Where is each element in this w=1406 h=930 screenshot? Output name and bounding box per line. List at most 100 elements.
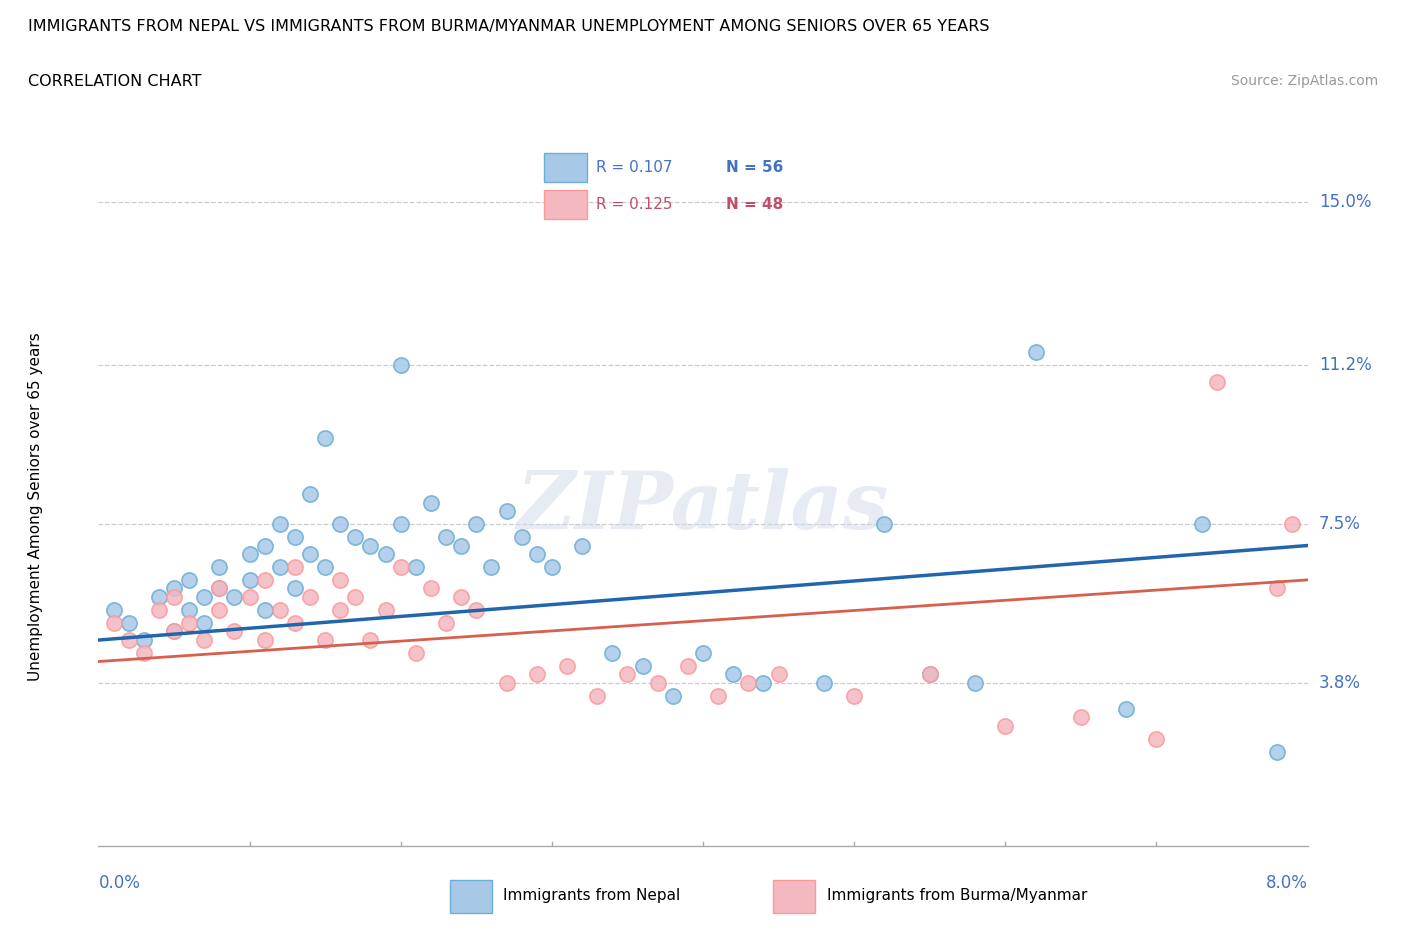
Point — [918, 667, 941, 682]
Point — [692, 645, 714, 660]
Point — [132, 632, 155, 647]
Text: R = 0.125: R = 0.125 — [596, 197, 672, 212]
Point — [918, 667, 941, 682]
Text: Immigrants from Nepal: Immigrants from Nepal — [503, 887, 681, 903]
Point — [148, 590, 170, 604]
Point — [602, 645, 624, 660]
Point — [118, 632, 141, 647]
Point — [389, 358, 412, 373]
Point — [1265, 744, 1288, 759]
Point — [193, 632, 215, 647]
Point — [284, 581, 307, 596]
Point — [329, 516, 352, 531]
Text: CORRELATION CHART: CORRELATION CHART — [28, 74, 201, 89]
Point — [555, 658, 578, 673]
Point — [479, 560, 503, 575]
Point — [510, 529, 533, 544]
Text: 8.0%: 8.0% — [1265, 874, 1308, 892]
Point — [253, 603, 276, 618]
Point — [163, 581, 186, 596]
Point — [118, 616, 141, 631]
Point — [873, 516, 896, 531]
Point — [419, 495, 441, 510]
Point — [329, 573, 352, 588]
Point — [752, 675, 775, 690]
Point — [314, 560, 336, 575]
Point — [450, 590, 472, 604]
Point — [768, 667, 790, 682]
Point — [419, 581, 441, 596]
Point — [329, 603, 352, 618]
Point — [208, 603, 231, 618]
Point — [179, 616, 201, 631]
Point — [179, 603, 201, 618]
Point — [389, 560, 412, 575]
Point — [284, 529, 307, 544]
Point — [179, 573, 201, 588]
Point — [1024, 345, 1046, 360]
Text: 7.5%: 7.5% — [1319, 515, 1361, 533]
Text: IMMIGRANTS FROM NEPAL VS IMMIGRANTS FROM BURMA/MYANMAR UNEMPLOYMENT AMONG SENIOR: IMMIGRANTS FROM NEPAL VS IMMIGRANTS FROM… — [28, 19, 990, 33]
Point — [253, 573, 276, 588]
Point — [239, 590, 262, 604]
Point — [163, 624, 186, 639]
Point — [193, 590, 215, 604]
Point — [208, 581, 231, 596]
Text: 0.0%: 0.0% — [98, 874, 141, 892]
Point — [571, 538, 593, 553]
Text: Source: ZipAtlas.com: Source: ZipAtlas.com — [1230, 74, 1378, 88]
Point — [844, 688, 866, 703]
Point — [284, 616, 307, 631]
Point — [1144, 731, 1167, 746]
Point — [224, 624, 246, 639]
Point — [1115, 701, 1137, 716]
Point — [540, 560, 562, 575]
Point — [526, 547, 548, 562]
Point — [723, 667, 745, 682]
FancyBboxPatch shape — [544, 191, 586, 219]
Point — [616, 667, 638, 682]
Point — [103, 603, 125, 618]
Point — [1205, 375, 1229, 390]
Point — [676, 658, 699, 673]
Point — [495, 675, 517, 690]
Point — [1191, 516, 1213, 531]
Point — [284, 560, 307, 575]
Point — [1265, 581, 1288, 596]
Point — [299, 590, 322, 604]
Text: 11.2%: 11.2% — [1319, 356, 1371, 374]
Text: 15.0%: 15.0% — [1319, 193, 1371, 211]
Point — [707, 688, 730, 703]
Point — [269, 603, 291, 618]
Point — [661, 688, 683, 703]
Point — [269, 560, 291, 575]
Point — [253, 538, 276, 553]
Point — [344, 529, 367, 544]
Text: Unemployment Among Seniors over 65 years: Unemployment Among Seniors over 65 years — [28, 333, 44, 682]
Point — [163, 590, 186, 604]
Point — [405, 645, 427, 660]
Point — [163, 624, 186, 639]
Point — [737, 675, 759, 690]
Point — [1281, 516, 1303, 531]
Point — [586, 688, 609, 703]
Point — [813, 675, 835, 690]
Point — [208, 560, 231, 575]
Point — [374, 603, 396, 618]
Text: R = 0.107: R = 0.107 — [596, 160, 672, 175]
Point — [239, 573, 262, 588]
Point — [148, 603, 170, 618]
Text: Immigrants from Burma/Myanmar: Immigrants from Burma/Myanmar — [827, 887, 1087, 903]
Point — [314, 431, 336, 445]
Point — [495, 504, 517, 519]
Text: 3.8%: 3.8% — [1319, 674, 1361, 692]
Point — [965, 675, 987, 690]
Point — [434, 529, 457, 544]
Point — [299, 547, 322, 562]
FancyBboxPatch shape — [450, 880, 492, 913]
Point — [253, 632, 276, 647]
Point — [314, 632, 336, 647]
Point — [526, 667, 548, 682]
FancyBboxPatch shape — [773, 880, 815, 913]
Point — [434, 616, 457, 631]
